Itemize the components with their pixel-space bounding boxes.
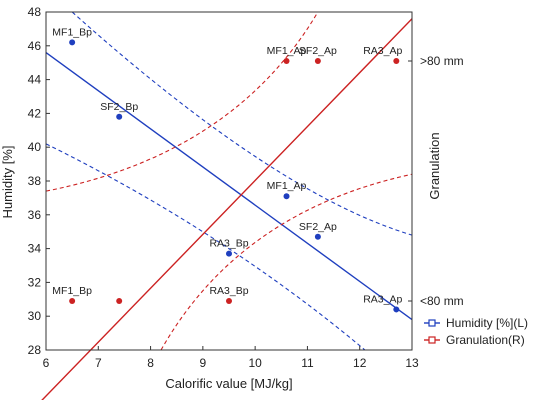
legend: Humidity [%](L) Granulation(R) <box>424 316 528 347</box>
x-tick-label: 7 <box>95 356 102 370</box>
humidity-confidence-lower <box>45 143 366 351</box>
legend-marker <box>428 319 436 327</box>
y-tick-label: 30 <box>28 309 42 323</box>
x-tick-label: 13 <box>405 356 419 370</box>
granulation-confidence-lower <box>160 173 412 351</box>
legend-label: Humidity [%](L) <box>446 316 528 330</box>
data-points: MF1_Bp SF2_Bp MF1_Ap RA3_Bp SF2_Ap RA3_Ap MF1_… <box>52 26 402 313</box>
x-tick-label: 6 <box>43 356 50 370</box>
granulation-fit-line <box>41 18 412 400</box>
right-axis-label: Granulation <box>427 132 442 199</box>
humidity-confidence-upper <box>71 12 412 236</box>
y-tick-label: 46 <box>28 39 42 53</box>
granulation-confidence-upper <box>45 12 319 192</box>
humidity-point-label: SF2_Bp <box>100 101 138 113</box>
axes: 6 7 8 9 10 11 12 13 28 30 32 34 36 38 40 42 44 46 48 >80 mm… <box>28 5 464 370</box>
y-tick-label: 34 <box>28 242 42 256</box>
x-tick-label: 8 <box>147 356 154 370</box>
humidity-point <box>69 39 76 46</box>
humidity-point-label: MF1_Ap <box>267 180 307 192</box>
x-tick-label: 10 <box>248 356 262 370</box>
humidity-point <box>283 193 290 200</box>
y-tick-label: 38 <box>28 174 42 188</box>
granulation-point <box>283 58 290 65</box>
humidity-point <box>393 306 400 313</box>
x-tick-label: 11 <box>301 356 314 370</box>
legend-label: Granulation(R) <box>446 333 525 347</box>
granulation-point-label: MF1_Ap <box>267 45 307 57</box>
y-tick-label: 40 <box>28 140 42 154</box>
y-tick-label: 32 <box>28 275 42 289</box>
y-tick-label: 42 <box>28 106 42 120</box>
granulation-point-label: SF2_Ap <box>299 45 337 57</box>
humidity-point-label: RA3_Bp <box>209 238 248 250</box>
right-tick-label: >80 mm <box>420 54 464 68</box>
humidity-point <box>116 113 123 120</box>
humidity-point-label: RA3_Ap <box>363 293 402 305</box>
y-tick-label: 28 <box>28 343 42 357</box>
humidity-point-label: MF1_Bp <box>52 26 92 38</box>
x-tick-label: 12 <box>353 356 367 370</box>
humidity-point <box>314 233 321 240</box>
granulation-point-label: RA3_Ap <box>363 45 402 57</box>
granulation-point <box>314 58 321 65</box>
humidity-fit-line <box>45 51 412 321</box>
granulation-point <box>226 297 232 304</box>
granulation-point-label: RA3_Bp <box>209 285 248 297</box>
y-axis-label: Humidity [%] <box>0 146 15 219</box>
y-tick-label: 44 <box>28 73 42 87</box>
x-tick-label: 9 <box>200 356 207 370</box>
humidity-point-label: SF2_Ap <box>299 221 337 233</box>
x-axis-label: Calorific value [MJ/kg] <box>165 376 292 391</box>
y-tick-label: 48 <box>28 5 42 19</box>
legend-marker <box>428 336 436 344</box>
granulation-point <box>393 58 400 65</box>
right-tick-label: <80 mm <box>420 294 464 308</box>
humidity-point <box>226 250 232 257</box>
granulation-point-label: MF1_Bp <box>52 285 92 297</box>
granulation-point <box>116 297 123 304</box>
fit-lines <box>41 12 412 400</box>
granulation-point <box>69 297 76 304</box>
y-tick-label: 36 <box>28 208 42 222</box>
